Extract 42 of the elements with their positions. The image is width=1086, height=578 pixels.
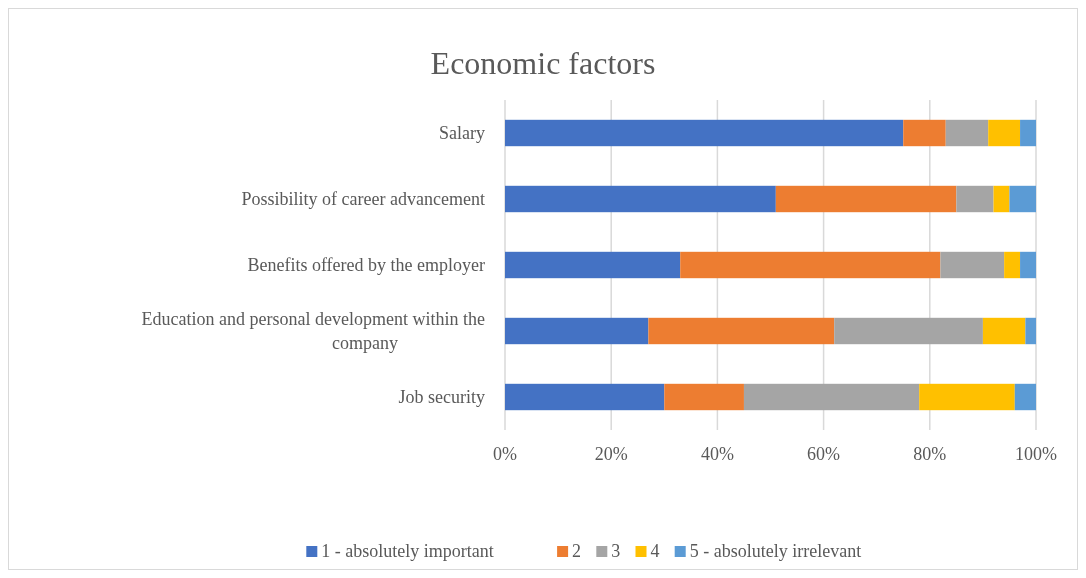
x-tick-label: 0%	[493, 444, 517, 464]
bar	[945, 119, 989, 147]
bar	[775, 185, 957, 213]
bar	[1014, 383, 1036, 411]
bar	[834, 317, 983, 345]
bar	[743, 383, 920, 411]
y-tick-label: Job security	[398, 387, 485, 407]
bar	[982, 317, 1026, 345]
bar	[1020, 119, 1036, 147]
legend-label: 4	[650, 541, 660, 561]
legend-label: 3	[611, 541, 621, 561]
y-tick-label: Benefits offered by the employer	[247, 255, 485, 275]
x-tick-label: 60%	[807, 444, 841, 464]
x-tick-label: 80%	[913, 444, 947, 464]
bar	[505, 119, 904, 147]
y-tick-label: Salary	[439, 123, 485, 143]
bar	[664, 383, 744, 411]
x-tick-label: 40%	[700, 444, 734, 464]
y-tick-label: Possibility of career advancement	[241, 189, 485, 209]
bar	[1009, 185, 1036, 213]
bar	[988, 119, 1021, 147]
bar	[919, 383, 1015, 411]
bar	[993, 185, 1010, 213]
chart-title: Economic factors	[430, 45, 656, 81]
bar	[505, 185, 776, 213]
x-tick-label: 20%	[594, 444, 628, 464]
bar	[505, 383, 665, 411]
bar	[648, 317, 835, 345]
bar	[505, 251, 681, 279]
bar	[680, 251, 941, 279]
legend-label: 2	[572, 541, 582, 561]
y-tick-label: Education and personal development within the company	[141, 309, 486, 353]
legend-label: 1 - absolutely important	[321, 541, 494, 561]
bar	[1004, 251, 1021, 279]
bar	[1020, 251, 1036, 279]
bar	[1025, 317, 1036, 345]
x-tick-label: 100%	[1015, 444, 1057, 464]
bar	[505, 317, 649, 345]
bar	[940, 251, 1005, 279]
legend-label: 5 - absolutely irrelevant	[689, 541, 862, 561]
bar	[956, 185, 994, 213]
bar	[903, 119, 946, 147]
